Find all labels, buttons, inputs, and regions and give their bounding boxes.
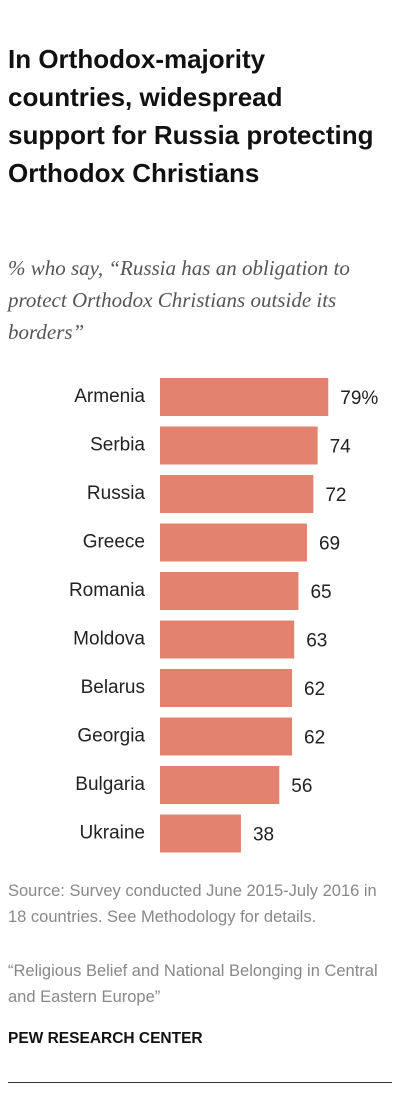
bar (160, 717, 293, 756)
bar (160, 378, 329, 416)
bar (160, 814, 241, 853)
value-label: 63 (306, 631, 327, 652)
category-label: Belarus (81, 677, 145, 698)
category-label: Ukraine (80, 823, 145, 844)
chart-title: In Orthodox-majority countries, widespre… (8, 44, 374, 188)
value-label: 74 (330, 437, 352, 458)
source: Source: Survey conducted June 2015-July … (8, 882, 377, 926)
bar (160, 475, 314, 513)
value-label: 72 (325, 485, 346, 506)
value-label: 62 (304, 679, 325, 700)
note: “Religious Belief and National Belonging… (8, 962, 378, 1006)
bar (160, 766, 280, 804)
bar (160, 523, 307, 562)
category-label: Moldova (73, 629, 145, 650)
chart: Armenia 79% Serbia 74 Russia 72 Greece 69 Romani… (69, 378, 378, 853)
bar (160, 669, 293, 707)
value-label: 79% (340, 388, 378, 409)
bottom-rule (8, 1082, 392, 1083)
category-label: Russia (87, 483, 146, 504)
category-label: Bulgaria (75, 774, 145, 795)
category-label: Serbia (90, 435, 145, 456)
value-label: 62 (304, 728, 325, 749)
category-label: Armenia (74, 386, 145, 407)
category-label: Romania (69, 580, 145, 601)
value-label: 38 (253, 825, 274, 846)
value-label: 69 (319, 534, 340, 555)
category-label: Georgia (77, 726, 145, 747)
value-label: 56 (291, 776, 312, 797)
chart-subtitle: % who say, “Russia has an obligation to … (8, 256, 350, 344)
bar (160, 426, 318, 465)
bar (160, 572, 299, 610)
category-label: Greece (83, 532, 145, 553)
value-label: 65 (310, 582, 331, 603)
credit: PEW RESEARCH CENTER (8, 1030, 203, 1047)
bar (160, 620, 295, 659)
